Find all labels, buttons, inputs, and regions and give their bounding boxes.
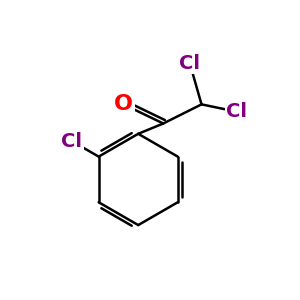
Text: Cl: Cl (61, 132, 82, 151)
Text: Cl: Cl (226, 102, 248, 121)
Text: Cl: Cl (179, 54, 200, 73)
Text: O: O (114, 94, 133, 114)
